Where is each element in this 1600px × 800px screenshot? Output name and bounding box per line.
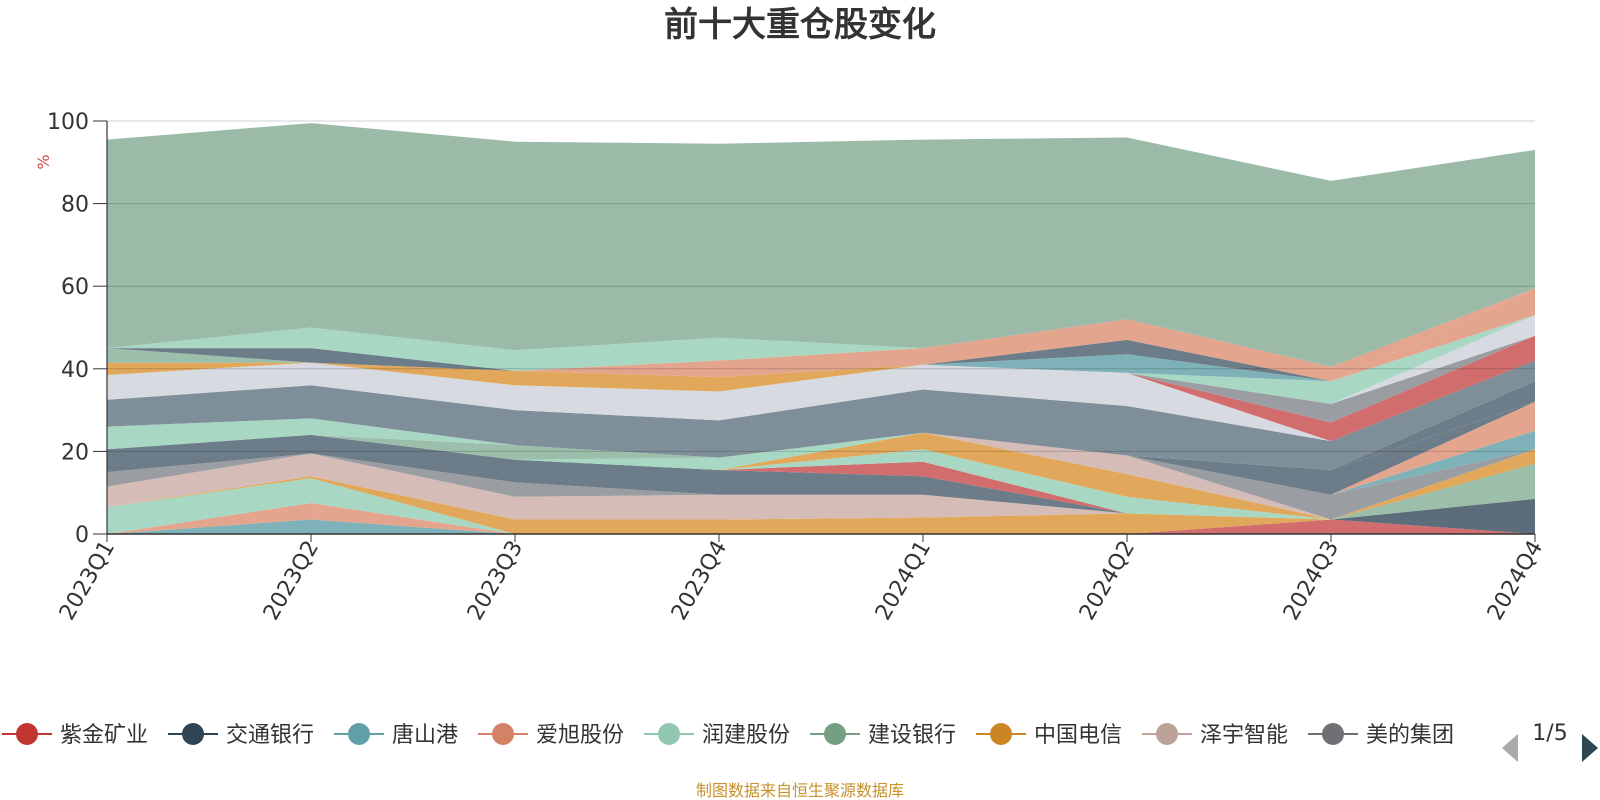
- legend-item[interactable]: 润建股份: [644, 723, 790, 748]
- legend-item[interactable]: 建设银行: [810, 723, 956, 748]
- area-series-35: [107, 288, 1535, 382]
- legend-label: 交通银行: [226, 723, 314, 748]
- legend-label: 中国电信: [1034, 723, 1122, 748]
- legend-marker-icon: [990, 723, 1013, 745]
- x-tick-label: 2024Q1: [871, 537, 936, 625]
- y-tick-label: 0: [75, 523, 89, 548]
- legend-label: 建设银行: [868, 723, 956, 748]
- area-series-4: [107, 478, 1535, 534]
- x-tick-label: 2023Q4: [667, 537, 732, 625]
- legend-item[interactable]: 唐山港: [334, 723, 458, 748]
- legend-label: 唐山港: [392, 723, 458, 748]
- area-series-6: [107, 449, 1535, 534]
- area-series-37: [107, 123, 1535, 367]
- legend-item[interactable]: 交通银行: [168, 723, 314, 748]
- legend-label: 泽宇智能: [1200, 723, 1288, 748]
- y-tick-label: 40: [61, 358, 89, 383]
- legend-marker-icon: [182, 723, 205, 745]
- y-tick-label: 80: [61, 193, 89, 218]
- y-axis-unit: %: [34, 154, 53, 169]
- area-series-20: [107, 401, 1535, 470]
- legend-marker-icon: [492, 723, 515, 745]
- x-tick-label: 2023Q3: [463, 537, 528, 625]
- legend-label: 爱旭股份: [536, 723, 624, 748]
- legend-marker-icon: [1156, 723, 1179, 745]
- legend-label: 润建股份: [702, 723, 790, 748]
- legend-page-indicator: 1/5: [1532, 721, 1567, 746]
- legend-item[interactable]: 紫金矿业: [2, 723, 148, 748]
- legend-item[interactable]: 泽宇智能: [1142, 723, 1288, 748]
- area-series-3: [107, 498, 1535, 534]
- legend-marker-icon: [824, 723, 847, 745]
- legend-marker-icon: [658, 723, 681, 745]
- y-tick-label: 60: [61, 275, 89, 300]
- y-tick-label: 100: [47, 110, 89, 135]
- legend-next-icon[interactable]: [1582, 734, 1598, 762]
- legend-marker-icon: [1322, 723, 1345, 745]
- area-series-12: [107, 432, 1535, 520]
- area-series-9: [107, 434, 1535, 520]
- area-series-19: [107, 401, 1535, 470]
- grid-layer: [107, 120, 1535, 452]
- source-note: 制图数据来自恒生聚源数据库: [696, 781, 904, 800]
- legend-pager: 1/5: [1502, 721, 1598, 762]
- x-tick-label: 2023Q2: [259, 537, 324, 625]
- legend-marker-icon: [348, 723, 371, 745]
- y-tick-label: 20: [61, 440, 89, 465]
- area-series-2: [107, 498, 1535, 534]
- x-tick-label: 2024Q2: [1075, 537, 1140, 625]
- legend-label: 美的集团: [1366, 723, 1454, 748]
- chart-title: 前十大重仓股变化: [664, 5, 936, 45]
- legend-item[interactable]: 中国电信: [976, 723, 1122, 748]
- area-series-22: [107, 360, 1535, 470]
- area-series-23: [107, 360, 1535, 442]
- legend-item[interactable]: 爱旭股份: [478, 723, 624, 748]
- legend-prev-icon[interactable]: [1502, 734, 1518, 762]
- x-tick-label: 2023Q1: [55, 537, 120, 625]
- area-series-36: [107, 288, 1535, 371]
- x-tick-label: 2024Q3: [1279, 537, 1344, 625]
- area-series-7: [107, 449, 1535, 520]
- area-series-30: [107, 288, 1535, 392]
- legend-item[interactable]: 美的集团: [1308, 723, 1454, 748]
- x-tick-label: 2024Q4: [1483, 537, 1548, 625]
- legend: 紫金矿业 交通银行 唐山港 爱旭股份 润建股份 建设银行 中国电信 泽宇智能 美的集团 1/5: [2, 721, 1598, 762]
- legend-label: 紫金矿业: [60, 723, 148, 748]
- legend-marker-icon: [16, 723, 38, 745]
- area-layer: [107, 123, 1535, 534]
